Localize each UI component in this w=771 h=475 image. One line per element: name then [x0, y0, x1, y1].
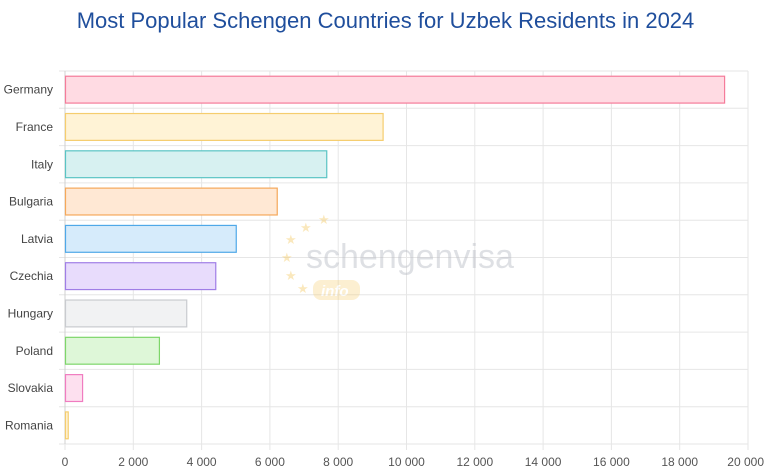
category-label-italy: Italy: [31, 157, 53, 171]
bar-poland[interactable]: [64, 336, 161, 365]
svg-text:★: ★: [297, 281, 309, 296]
x-tick-label: 10 000: [388, 455, 425, 469]
category-label-poland: Poland: [16, 344, 53, 358]
bar-romania[interactable]: [64, 411, 69, 440]
category-label-bulgaria: Bulgaria: [9, 195, 53, 209]
watermark-brand: schengenvisa: [306, 238, 514, 276]
bar-germany[interactable]: [64, 75, 726, 104]
svg-text:★: ★: [285, 232, 297, 247]
x-tick-label: 16 000: [593, 455, 630, 469]
svg-text:★: ★: [300, 220, 312, 235]
schengenvisa-watermark: ★ ★ ★ ★ ★ ★ schengenvisa info: [281, 212, 514, 300]
category-label-germany: Germany: [4, 83, 53, 97]
x-tick-label: 2 000: [118, 455, 148, 469]
x-tick-label: 6 000: [255, 455, 285, 469]
bar-bulgaria[interactable]: [64, 187, 278, 216]
bar-slovakia[interactable]: [64, 374, 84, 403]
eu-stars-icon: ★ ★ ★ ★ ★ ★: [281, 212, 330, 296]
x-tick-label: 12 000: [456, 455, 493, 469]
svg-text:★: ★: [285, 268, 297, 283]
bars: [64, 75, 726, 440]
watermark-badge: info: [321, 283, 349, 300]
category-label-hungary: Hungary: [8, 306, 53, 320]
x-tick-label: 8 000: [323, 455, 353, 469]
category-label-latvia: Latvia: [21, 232, 53, 246]
chart-title: Most Popular Schengen Countries for Uzbe…: [76, 8, 695, 33]
x-axis-ticks: 0 2 000 4 000 6 000 8 000 10 000 12 000 14 000 1…: [62, 455, 765, 469]
category-label-slovakia: Slovakia: [8, 381, 54, 395]
x-tick-label: 4 000: [187, 455, 217, 469]
x-tick-label: 18 000: [661, 455, 698, 469]
bar-hungary[interactable]: [64, 299, 188, 328]
svg-text:★: ★: [318, 212, 330, 227]
watermark-badge-bg: [313, 280, 360, 300]
category-labels: Germany France Italy Bulgaria Latvia Czechia H…: [4, 83, 54, 433]
bar-latvia[interactable]: [64, 224, 237, 253]
category-label-romania: Romania: [5, 418, 53, 432]
category-label-czechia: Czechia: [10, 269, 54, 283]
x-tick-label: 14 000: [525, 455, 562, 469]
x-tick-label: 0: [62, 455, 69, 469]
bar-italy[interactable]: [64, 150, 328, 179]
x-tick-label: 20 000: [727, 455, 764, 469]
bar-czechia[interactable]: [64, 262, 217, 291]
bar-france[interactable]: [64, 112, 384, 141]
svg-text:★: ★: [281, 250, 293, 265]
category-label-france: France: [16, 120, 54, 134]
